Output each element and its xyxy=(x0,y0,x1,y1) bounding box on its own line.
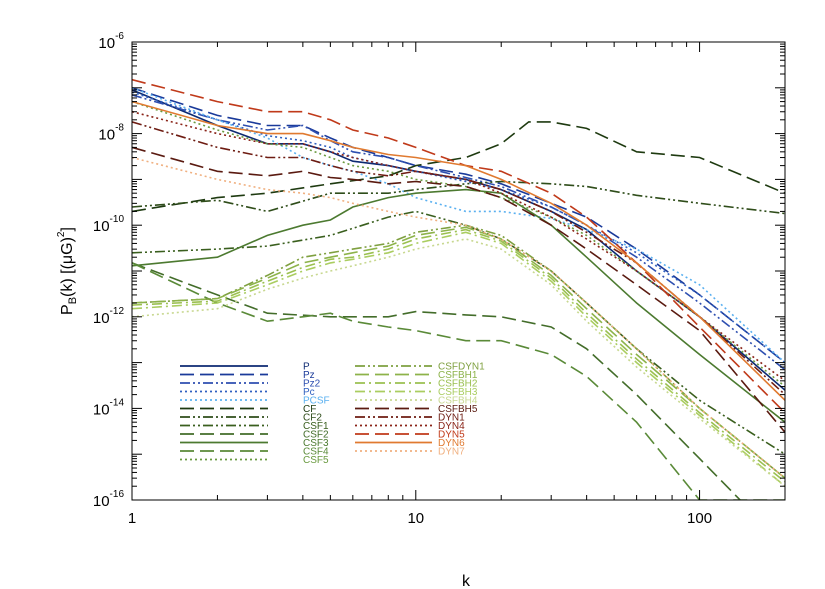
series-line-pcsf xyxy=(132,87,785,364)
legend-label-csf5: CSF5 xyxy=(303,455,329,466)
legend-label-csfbh3: CSFBH3 xyxy=(438,387,478,398)
series-line-csfbh4 xyxy=(132,238,785,487)
legend-label-cf2: CF2 xyxy=(303,413,322,424)
legend-label-csfbh4: CSFBH4 xyxy=(438,396,478,407)
legend-label-p: P xyxy=(303,362,310,373)
y-tick-label: 10-6 xyxy=(98,31,124,52)
series-line-csf5 xyxy=(132,100,785,388)
series-line-dyn6 xyxy=(132,100,785,401)
y-tick-label: 10-16 xyxy=(93,489,125,510)
legend-label-csfbh5: CSFBH5 xyxy=(438,404,478,415)
legend-label-pcsf: PCSF xyxy=(303,396,330,407)
series-line-dyn1 xyxy=(132,121,785,396)
legend-label-pz: Pz xyxy=(303,370,315,381)
legend-label-dyn6: DYN6 xyxy=(438,438,465,449)
series-lines xyxy=(132,78,785,500)
legend-label-csfbh2: CSFBH2 xyxy=(438,379,478,390)
legend-label-cf: CF xyxy=(303,404,316,415)
legend-label-dyn5: DYN5 xyxy=(438,430,465,441)
y-tick-label: 10-8 xyxy=(98,123,124,144)
legend-label-csf2: CSF2 xyxy=(303,430,329,441)
y-tick-label: 10-12 xyxy=(93,306,125,327)
series-line-csf2 xyxy=(132,262,742,500)
y-axis-title: PB(k) [(μG)2] xyxy=(56,227,79,315)
y-tick-label: 10-14 xyxy=(93,397,125,418)
series-line-dyn5 xyxy=(132,78,785,414)
series-line-csfbh5 xyxy=(132,146,785,433)
series-line-dyn7 xyxy=(132,156,785,479)
x-tick-label: 10 xyxy=(407,510,424,527)
legend-label-pz2: Pz2 xyxy=(303,379,321,390)
legend-label-csf4: CSF4 xyxy=(303,447,329,458)
x-tick-label: 1 xyxy=(128,510,136,527)
series-line-dyn4 xyxy=(132,110,785,382)
x-tick-label: 100 xyxy=(687,510,712,527)
series-line-csfbh2 xyxy=(132,228,785,483)
series-line-csf4 xyxy=(132,262,785,500)
series-line-pz xyxy=(132,87,785,364)
legend-label-csfbh1: CSFBH1 xyxy=(438,370,478,381)
y-tick-label: 10-10 xyxy=(93,214,125,235)
legend-label-pc: Pc xyxy=(303,387,315,398)
legend-label-dyn4: DYN4 xyxy=(438,421,465,432)
axes: 1 10 100 10-16 10-14 10-12 10-10 10-8 10-6 PB(k) … xyxy=(56,31,786,527)
series-line-csf3 xyxy=(132,188,785,423)
legend-label-csf1: CSF1 xyxy=(303,421,329,432)
legend-label-csf3: CSF3 xyxy=(303,438,329,449)
series-line-cf xyxy=(132,121,785,213)
legend-label-dyn7: DYN7 xyxy=(438,447,465,458)
series-line-pz2 xyxy=(132,94,785,371)
x-axis-title: k xyxy=(462,573,471,589)
series-line-csfbh1 xyxy=(132,226,785,479)
legend-label-csfdyn1: CSFDYN1 xyxy=(438,362,485,373)
series-line-cf2 xyxy=(132,180,785,215)
legend-label-dyn1: DYN1 xyxy=(438,413,465,424)
